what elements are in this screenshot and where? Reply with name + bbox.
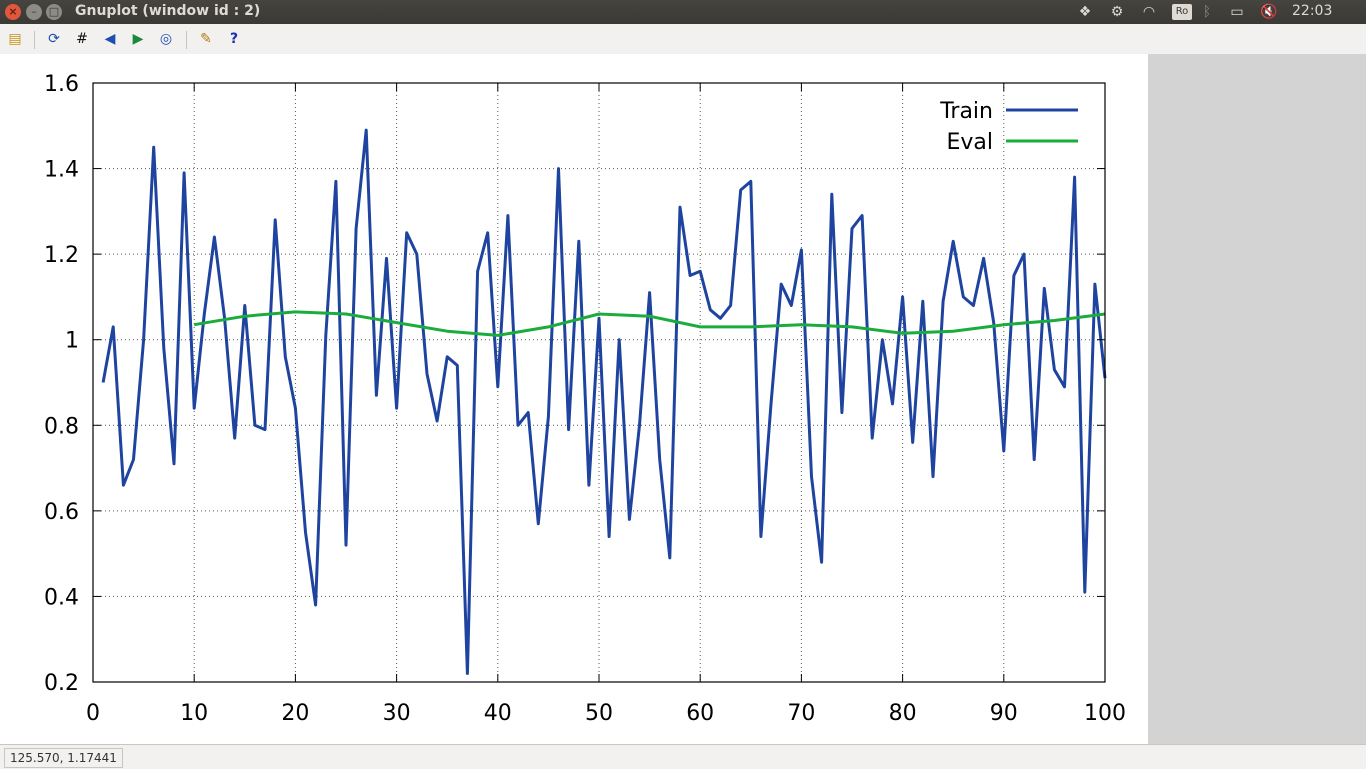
zoom-forward-icon[interactable]: ▶ (132, 31, 144, 47)
plot-area[interactable]: 0 10 20 30 40 50 60 70 80 90 100 0.2 0.4 0.6 0.8 1 1.2 1.… (0, 54, 1148, 744)
x-tick-label: 0 (86, 701, 100, 726)
toolbar: ▤ ⟳ # ◀ ▶ ◎ ✎ ? (0, 24, 1366, 54)
series-lines (101, 128, 1107, 675)
replot-icon[interactable]: ⟳ (48, 31, 60, 47)
zoom-autoscale-icon[interactable]: ◎ (159, 31, 173, 47)
y-tick-label: 0.8 (44, 414, 79, 439)
bluetooth-icon[interactable]: ᛒ (1202, 4, 1212, 20)
x-tick-label: 70 (787, 701, 815, 726)
legend: Train Eval (939, 99, 1078, 155)
clock[interactable]: 22:03 (1292, 3, 1333, 19)
x-tick-label: 80 (889, 701, 917, 726)
legend-label-train: Train (939, 99, 993, 124)
toolbar-separator (34, 31, 35, 49)
window-background (1148, 54, 1366, 744)
maximize-window-button[interactable]: □ (46, 4, 62, 20)
x-tick-label: 90 (990, 701, 1018, 726)
status-bar: 125.570, 1.17441 (0, 744, 1366, 769)
dropbox-icon[interactable]: ❖ (1078, 4, 1092, 20)
battery-icon[interactable]: ▭ (1230, 4, 1244, 20)
x-tick-label: 60 (686, 701, 714, 726)
x-tick-label: 30 (383, 701, 411, 726)
toolbar-separator (186, 31, 187, 49)
window-title: Gnuplot (window id : 2) (75, 3, 261, 19)
y-tick-label: 0.4 (44, 585, 79, 610)
y-tick-label: 1.2 (44, 243, 79, 268)
help-icon[interactable]: ? (229, 31, 239, 47)
x-tick-label: 10 (180, 701, 208, 726)
grid-icon[interactable]: # (76, 31, 88, 47)
x-tick-label: 20 (281, 701, 309, 726)
wrench-icon[interactable]: ✎ (200, 31, 212, 47)
close-window-button[interactable]: × (5, 4, 21, 20)
y-tick-label: 0.2 (44, 671, 79, 696)
grid-lines (93, 83, 1105, 682)
legend-label-eval: Eval (946, 130, 993, 155)
settings-gear-icon[interactable]: ⚙ (1110, 4, 1124, 20)
y-tick-label: 1.6 (44, 72, 79, 97)
wifi-icon[interactable]: ◠ (1142, 4, 1156, 20)
line-chart[interactable]: 0 10 20 30 40 50 60 70 80 90 100 0.2 0.4 0.6 0.8 1 1.2 1.… (0, 54, 1148, 744)
x-tick-label: 40 (484, 701, 512, 726)
plot-border (92, 82, 1106, 683)
clipboard-icon[interactable]: ▤ (8, 31, 22, 47)
volume-muted-icon[interactable]: 🔇 (1260, 4, 1278, 20)
series-line-train (101, 128, 1107, 675)
title-bar: × – □ Gnuplot (window id : 2) ❖ ⚙ ◠ Ro ᛒ… (0, 0, 1366, 24)
y-tick-label: 1.4 (44, 158, 79, 183)
y-tick-label: 0.6 (44, 500, 79, 525)
x-tick-label: 100 (1084, 701, 1126, 726)
zoom-back-icon[interactable]: ◀ (104, 31, 116, 47)
series-line-eval (193, 310, 1106, 337)
axis-ticks: 0 10 20 30 40 50 60 70 80 90 100 0.2 0.4 0.6 0.8 1 1.2 1.… (44, 72, 1126, 726)
mouse-coordinates: 125.570, 1.17441 (4, 748, 123, 768)
x-tick-label: 50 (585, 701, 613, 726)
y-tick-label: 1 (65, 329, 79, 354)
minimize-window-button[interactable]: – (26, 4, 42, 20)
keyboard-layout-indicator[interactable]: Ro (1172, 4, 1192, 20)
